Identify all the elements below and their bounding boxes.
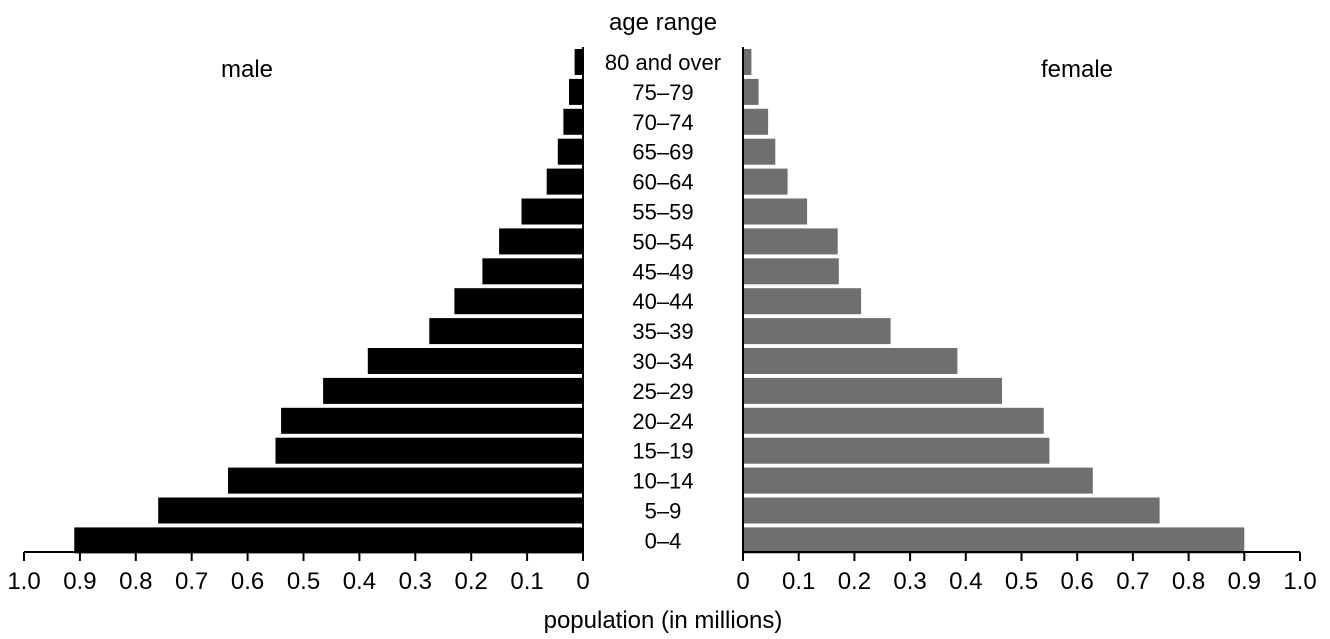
- male-x-tick-label: 0.8: [119, 568, 152, 595]
- female-series-label: female: [1041, 56, 1113, 83]
- age-range-label: 25–29: [632, 379, 693, 404]
- age-range-label: 50–54: [632, 229, 693, 254]
- age-range-label: 80 and over: [605, 50, 721, 75]
- female-bar-30-34: [743, 348, 958, 374]
- female-bar-70-74: [743, 108, 769, 135]
- male-bar-45-49: [482, 258, 583, 285]
- female-bar-15-19: [743, 437, 1050, 464]
- female-bar-20-24: [743, 407, 1044, 434]
- male-bars: [74, 49, 584, 554]
- male-x-tick-label: 0.3: [399, 568, 432, 595]
- male-bar-70-74: [563, 108, 583, 135]
- age-range-labels: 80 and over 75–79 70–74 65–69 60–64 55–59 50–5…: [605, 50, 721, 553]
- female-bar-50-54: [743, 228, 838, 255]
- female-bars: [743, 49, 1245, 554]
- female-x-tick-label: 0: [736, 568, 749, 595]
- age-range-label: 0–4: [645, 528, 682, 553]
- male-x-tick-label: 0.1: [510, 568, 543, 595]
- male-bar-50-54: [499, 228, 583, 255]
- male-bar-60-64: [546, 168, 583, 195]
- male-bar-75-79: [569, 78, 583, 105]
- male-bar-0-4: [74, 527, 584, 554]
- female-x-tick-label: 0.4: [949, 568, 982, 595]
- male-bar-40-44: [454, 288, 583, 315]
- female-bar-10-14: [743, 467, 1093, 494]
- age-range-label: 20–24: [632, 409, 693, 434]
- female-x-tick-label: 0.5: [1005, 568, 1038, 595]
- female-x-tick-label: 0.1: [782, 568, 815, 595]
- male-bar-10-14: [228, 467, 583, 494]
- female-x-tick-label: 0.3: [893, 568, 926, 595]
- female-bar-40-44: [743, 288, 862, 315]
- male-x-tick-label: 0.4: [343, 568, 376, 595]
- male-x-tick-label: 0.2: [455, 568, 488, 595]
- age-range-label: 45–49: [632, 259, 693, 284]
- male-bar-80-and-over: [574, 49, 583, 75]
- age-range-label: 75–79: [632, 80, 693, 105]
- male-bar-5-9: [158, 497, 583, 524]
- female-bar-0-4: [743, 527, 1245, 554]
- female-x-tick-label: 0.7: [1116, 568, 1149, 595]
- male-bar-65-69: [557, 138, 583, 165]
- female-bar-65-69: [743, 138, 776, 165]
- male-bar-15-19: [275, 437, 583, 464]
- age-range-label: 40–44: [632, 289, 693, 314]
- age-range-label: 35–39: [632, 319, 693, 344]
- female-bar-75-79: [743, 78, 759, 105]
- female-x-tick-label: 0.9: [1228, 568, 1261, 595]
- female-bar-5-9: [743, 497, 1160, 524]
- age-range-label: 10–14: [632, 469, 693, 494]
- male-bar-20-24: [281, 407, 583, 434]
- male-bar-55-59: [521, 198, 583, 225]
- male-x-tick-label: 0: [576, 568, 589, 595]
- female-bar-25-29: [743, 377, 1002, 404]
- age-range-label: 15–19: [632, 439, 693, 464]
- female-bar-80-and-over: [743, 49, 752, 75]
- male-bar-25-29: [323, 377, 583, 404]
- male-series-label: male: [221, 56, 273, 83]
- male-x-tick-label: 1.0: [7, 568, 40, 595]
- category-axis-title: age range: [609, 9, 717, 36]
- x-axis-title: population (in millions): [544, 607, 783, 634]
- female-x-tick-label: 0.6: [1061, 568, 1094, 595]
- age-range-label: 5–9: [645, 499, 682, 524]
- female-x-axis: 0 0.1 0.2 0.3 0.4 0.5 0.6 0.7 0.8 0.9 1.0: [736, 47, 1317, 595]
- age-range-label: 55–59: [632, 200, 693, 225]
- female-x-tick-label: 1.0: [1283, 568, 1316, 595]
- female-x-tick-label: 0.2: [838, 568, 871, 595]
- male-x-tick-label: 0.7: [175, 568, 208, 595]
- female-bar-45-49: [743, 258, 839, 285]
- male-x-tick-label: 0.6: [231, 568, 264, 595]
- female-x-tick-label: 0.8: [1172, 568, 1205, 595]
- male-bar-30-34: [367, 348, 583, 374]
- male-x-tick-label: 0.5: [287, 568, 320, 595]
- age-range-label: 70–74: [632, 110, 693, 135]
- male-x-tick-label: 0.9: [63, 568, 96, 595]
- male-x-axis: 0 0.1 0.2 0.3 0.4 0.5 0.6 0.7 0.8 0.9 1.0: [7, 47, 590, 595]
- female-bar-60-64: [743, 168, 788, 195]
- age-range-label: 30–34: [632, 349, 693, 374]
- female-bar-55-59: [743, 198, 808, 225]
- age-range-label: 60–64: [632, 170, 693, 195]
- male-bar-35-39: [429, 318, 583, 345]
- age-range-label: 65–69: [632, 140, 693, 165]
- female-bar-35-39: [743, 318, 891, 345]
